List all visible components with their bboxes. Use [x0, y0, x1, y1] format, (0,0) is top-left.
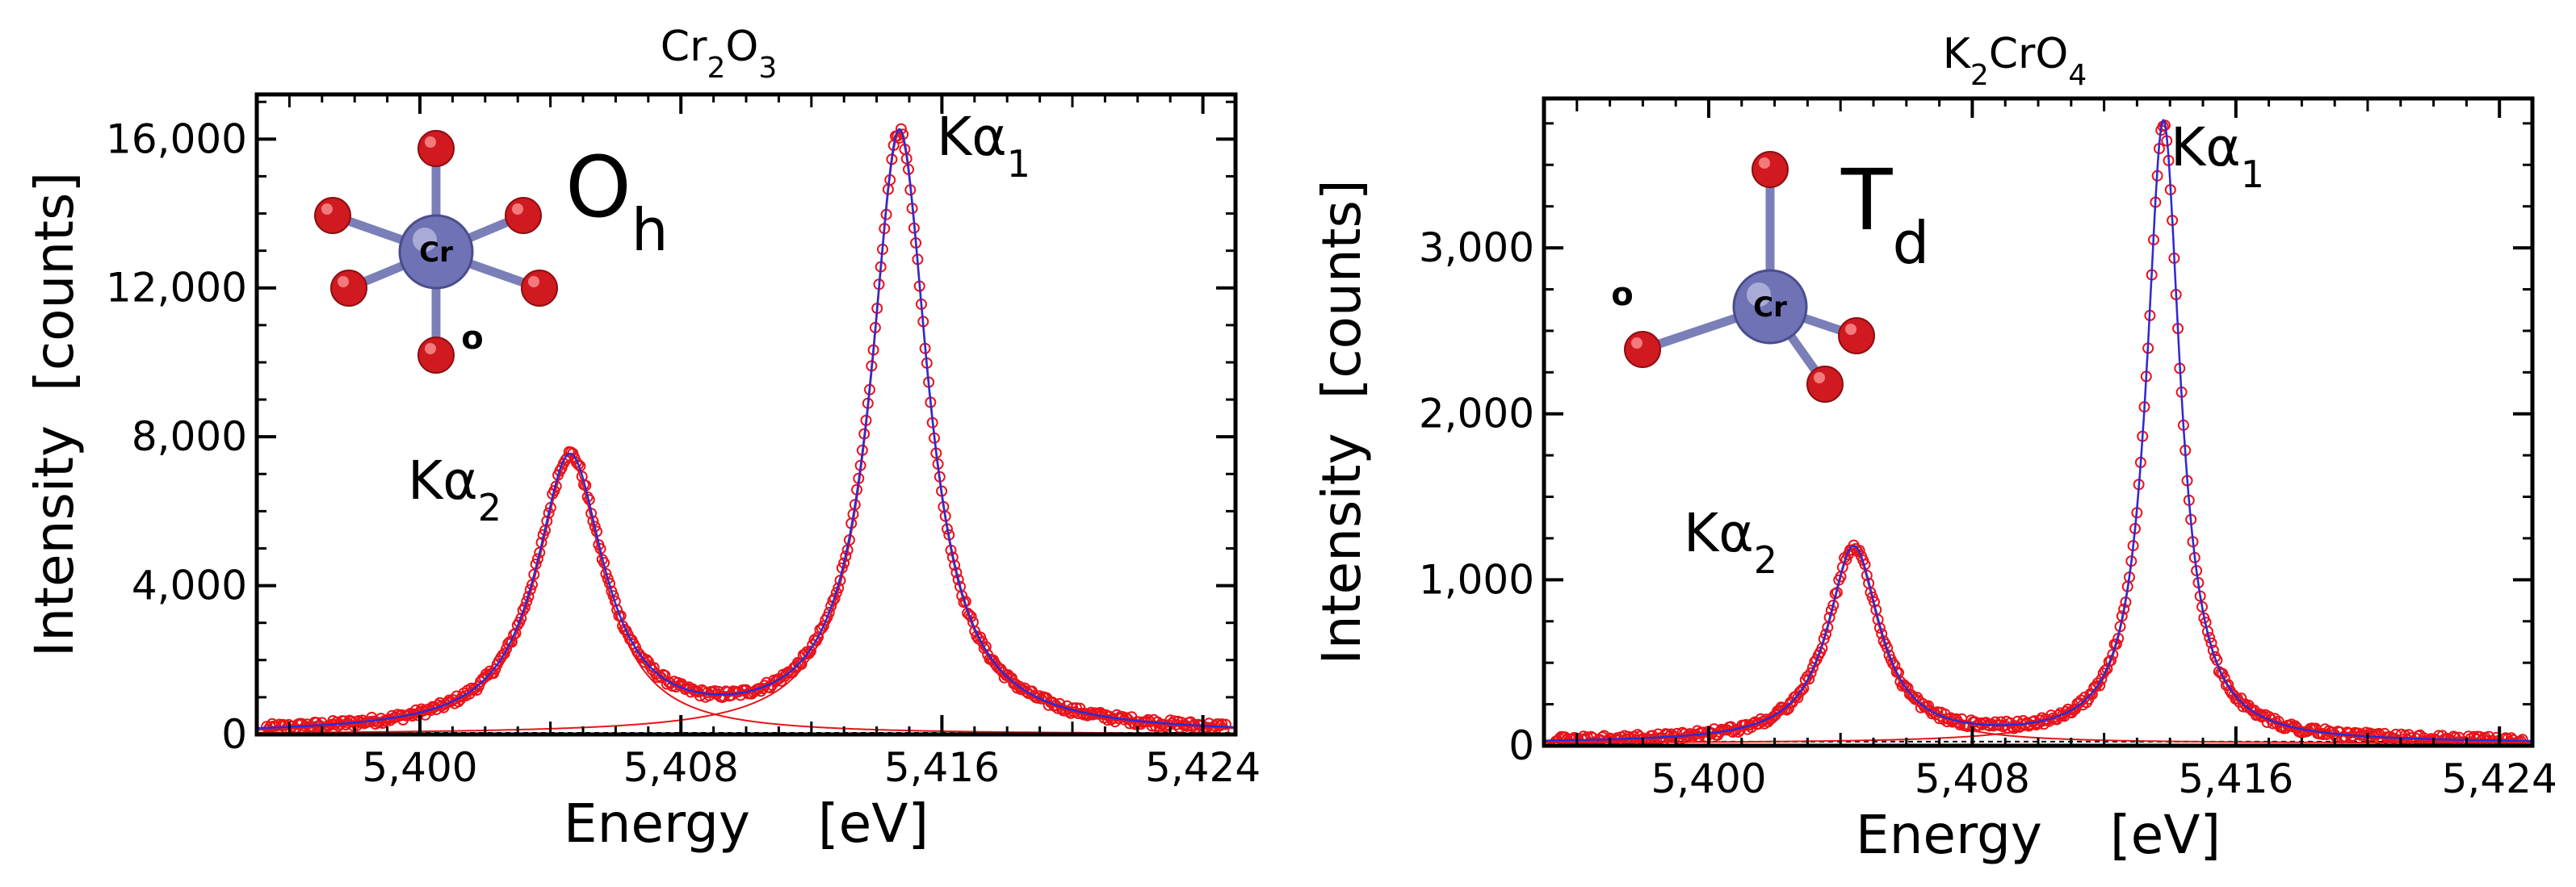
chart-panel-1: Cr2O3 5,400 5,408 5,416 5,424 0 4,000 8,000 12,0… — [23, 23, 1261, 855]
y-tick-label: 4,000 — [132, 563, 247, 609]
peak-label-ka2: Kα2 — [1684, 502, 1777, 582]
oxygen-atom — [505, 197, 542, 234]
data-point — [1796, 684, 1807, 697]
axes-frame — [1542, 96, 2535, 748]
oxygen-atom-highlight — [1845, 324, 1856, 335]
chart-title: Cr2O3 — [661, 23, 777, 85]
data-point — [648, 662, 660, 674]
y-axis-label: Intensity [counts] — [1311, 179, 1373, 664]
data-point — [1805, 667, 1817, 679]
center-atom-label: Cr — [1753, 291, 1787, 324]
data-point — [602, 573, 614, 584]
oxygen-atom — [417, 130, 455, 167]
y-tick-label: 8,000 — [132, 413, 247, 460]
oxygen-atom-highlight — [1759, 157, 1770, 169]
oxygen-atom — [1624, 331, 1661, 368]
peak-label-ka1: Kα1 — [2171, 116, 2264, 196]
data-point — [781, 667, 793, 680]
chart-panel-2: K2CrO4 5,400 5,408 5,416 5,424 0 1,000 2,000 3,0… — [1311, 30, 2557, 866]
y-tick-label: 0 — [221, 711, 247, 758]
plot-area — [257, 123, 1236, 734]
oxygen-atom — [1838, 317, 1875, 354]
x-tick-label: 5,408 — [623, 744, 739, 791]
x-tick-label: 5,400 — [362, 744, 477, 791]
symmetry-label: Oh — [565, 138, 669, 264]
axes-frame — [254, 92, 1238, 737]
oxygen-atom-highlight — [321, 203, 333, 215]
data-point — [607, 590, 619, 602]
peak-label-ka2: Kα2 — [408, 450, 501, 529]
fit-total-line — [257, 128, 1236, 730]
fit-component-ka1 — [1544, 120, 2532, 744]
y-tick-label: 0 — [1508, 722, 1534, 769]
oxygen-atom — [314, 197, 351, 234]
symmetry-label: Td — [1840, 151, 1929, 277]
data-point — [1219, 718, 1231, 730]
series-measured — [261, 123, 1231, 734]
y-tick-label: 16,000 — [106, 115, 247, 162]
ligand-atom-label: o — [461, 320, 483, 357]
fit-total-line — [1544, 119, 2532, 743]
y-axis-label: Intensity [counts] — [23, 172, 86, 657]
oxygen-atom-highlight — [1814, 372, 1825, 383]
data-point — [1794, 686, 1806, 698]
data-point — [2107, 648, 2119, 660]
oxygen-atom-highlight — [425, 343, 436, 354]
chromium-atom-highlight — [413, 228, 437, 252]
data-point — [799, 648, 812, 660]
x-tick-label: 5,400 — [1651, 755, 1766, 802]
oxygen-atom-highlight — [1631, 337, 1643, 349]
fit-component-ka1 — [257, 132, 1236, 734]
center-atom-label: Cr — [419, 236, 453, 269]
ligand-atom-label: o — [1611, 276, 1633, 313]
data-point — [1803, 673, 1815, 685]
oxygen-atom-highlight — [528, 276, 539, 287]
oxygen-atom — [1806, 366, 1844, 403]
chromium-atom-highlight — [1747, 282, 1771, 307]
data-point — [801, 646, 813, 658]
oxygen-atom-highlight — [425, 136, 436, 148]
x-tick-label: 5,416 — [2178, 755, 2293, 802]
y-tick-label: 1,000 — [1419, 556, 1534, 603]
oxygen-atom-highlight — [338, 276, 349, 287]
data-point — [978, 642, 990, 655]
data-point — [1120, 712, 1132, 724]
fit-component-ka2 — [1544, 547, 2532, 744]
oxygen-atom — [1752, 151, 1789, 188]
x-tick-label: 5,408 — [1915, 755, 2030, 802]
oxygen-atom — [417, 337, 455, 374]
data-point — [465, 682, 477, 694]
y-tick-label: 2,000 — [1419, 391, 1534, 437]
data-point — [633, 648, 645, 660]
data-point — [2105, 655, 2117, 667]
data-point — [1216, 718, 1228, 730]
molecule-structure: Cr o — [314, 130, 558, 374]
oxygen-atom-highlight — [512, 203, 523, 215]
x-axis-label: Energy [eV] — [1856, 804, 2221, 866]
molecule-structure: Cr o — [1611, 151, 1875, 403]
y-tick-label: 3,000 — [1419, 224, 1534, 271]
peak-label-ka1: Kα1 — [937, 106, 1030, 186]
x-tick-label: 5,416 — [884, 744, 1000, 791]
data-point — [996, 666, 1009, 678]
x-tick-label: 5,424 — [2442, 755, 2557, 802]
oxygen-atom — [521, 270, 558, 307]
plot-area — [1544, 119, 2532, 746]
oxygen-atom — [330, 270, 367, 307]
data-point — [635, 651, 647, 663]
x-tick-label: 5,424 — [1145, 744, 1261, 791]
y-tick-label: 12,000 — [106, 265, 247, 312]
series-measured — [1548, 119, 2528, 746]
chart-title: K2CrO4 — [1943, 30, 2087, 92]
x-axis-label: Energy [eV] — [564, 793, 929, 855]
